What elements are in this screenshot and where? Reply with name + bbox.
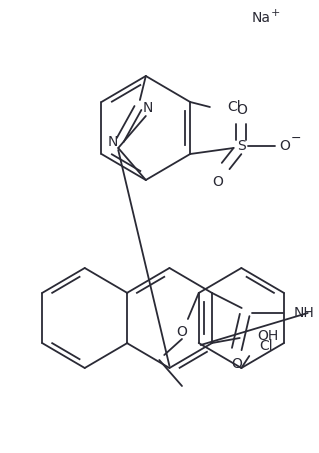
Text: −: − (290, 131, 301, 145)
Text: OH: OH (257, 329, 279, 343)
Text: +: + (271, 8, 280, 18)
Text: S: S (237, 139, 246, 153)
Text: O: O (212, 175, 223, 189)
Text: O: O (279, 139, 290, 153)
Text: Na: Na (251, 11, 270, 25)
Text: O: O (236, 103, 247, 117)
Text: O: O (231, 357, 242, 371)
Text: Cl: Cl (259, 339, 273, 353)
Text: NH: NH (294, 306, 315, 320)
Text: N: N (107, 135, 117, 149)
Text: N: N (143, 101, 153, 115)
Text: O: O (176, 325, 187, 339)
Text: Cl: Cl (228, 100, 241, 114)
